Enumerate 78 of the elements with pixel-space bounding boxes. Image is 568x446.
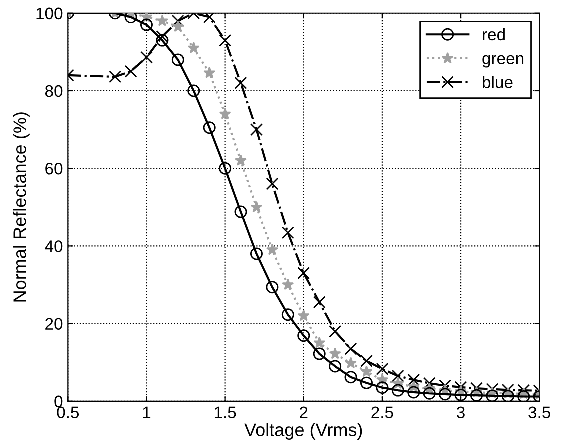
point bbox=[172, 14, 184, 28]
point bbox=[124, 65, 138, 78]
point bbox=[250, 201, 263, 213]
point bbox=[423, 387, 436, 400]
point bbox=[266, 178, 279, 190]
x-tick-label: 3.5 bbox=[528, 406, 550, 419]
y-tick-label: 40 bbox=[45, 240, 63, 252]
point bbox=[156, 34, 169, 47]
point bbox=[392, 384, 404, 397]
point bbox=[204, 66, 216, 78]
point bbox=[109, 70, 122, 84]
point bbox=[298, 310, 310, 322]
point bbox=[282, 308, 294, 322]
x-tick-label: 1.5 bbox=[214, 406, 236, 419]
point bbox=[313, 348, 326, 360]
y-tick-label: 0 bbox=[54, 396, 63, 408]
point bbox=[454, 388, 468, 402]
point bbox=[219, 162, 232, 175]
point bbox=[329, 348, 342, 360]
point bbox=[502, 390, 514, 402]
y-tick-label: 80 bbox=[45, 85, 63, 98]
point bbox=[156, 14, 168, 26]
point bbox=[219, 108, 232, 120]
point bbox=[140, 51, 153, 64]
point bbox=[203, 13, 216, 24]
point bbox=[219, 34, 232, 47]
x-tick-label: 1 bbox=[143, 406, 151, 418]
point bbox=[203, 122, 216, 134]
point bbox=[298, 267, 310, 280]
point bbox=[360, 366, 373, 378]
point bbox=[408, 374, 420, 386]
point bbox=[172, 54, 184, 66]
point bbox=[282, 278, 294, 290]
point bbox=[392, 370, 404, 382]
point bbox=[234, 206, 248, 218]
y-axis-title: Normal Reflectance (%) bbox=[13, 112, 30, 302]
point bbox=[376, 382, 389, 394]
point bbox=[266, 244, 278, 256]
point bbox=[344, 371, 358, 384]
point bbox=[140, 18, 153, 32]
point bbox=[518, 390, 530, 402]
point bbox=[282, 226, 294, 240]
point bbox=[439, 388, 452, 401]
point bbox=[234, 76, 248, 90]
x-tick-label: 3 bbox=[457, 406, 465, 419]
point bbox=[439, 380, 452, 392]
legend-label: red bbox=[483, 28, 505, 41]
y-tick-label: 60 bbox=[46, 162, 63, 175]
y-tick-label: 20 bbox=[46, 318, 63, 330]
point bbox=[250, 124, 263, 136]
point bbox=[329, 325, 342, 338]
x-tick-label: 0.5 bbox=[57, 406, 80, 419]
point bbox=[314, 336, 326, 348]
point bbox=[360, 376, 373, 390]
point bbox=[329, 360, 342, 373]
x-tick-label: 2 bbox=[300, 406, 308, 418]
point bbox=[235, 154, 247, 166]
point bbox=[172, 20, 184, 32]
point bbox=[298, 330, 310, 342]
point bbox=[408, 386, 420, 399]
legend-label: green bbox=[482, 55, 524, 68]
point bbox=[423, 377, 436, 390]
point bbox=[486, 390, 499, 402]
point bbox=[266, 281, 279, 294]
point bbox=[188, 84, 200, 98]
point bbox=[188, 42, 200, 54]
point bbox=[344, 342, 358, 356]
point bbox=[124, 13, 138, 24]
point bbox=[250, 248, 263, 260]
point bbox=[376, 362, 389, 376]
legend-label: blue bbox=[483, 76, 513, 88]
point bbox=[345, 357, 357, 369]
point bbox=[470, 389, 483, 402]
y-tick-label: 100 bbox=[36, 8, 63, 20]
point bbox=[360, 354, 373, 368]
x-tick-label: 2.5 bbox=[372, 406, 394, 419]
x-axis-title: Voltage (Vrms) bbox=[244, 423, 362, 440]
point bbox=[313, 296, 326, 309]
